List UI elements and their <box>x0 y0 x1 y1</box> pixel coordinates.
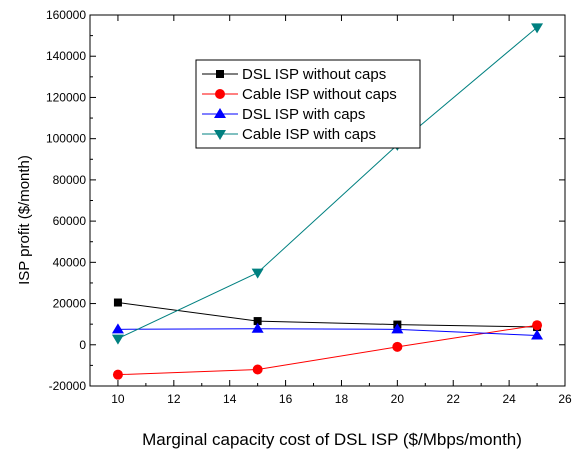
legend-marker <box>214 108 226 118</box>
data-point <box>113 298 122 307</box>
legend-label: DSL ISP without caps <box>242 66 386 83</box>
x-tick-label: 10 <box>111 392 125 406</box>
y-tick-label: -20000 <box>49 379 87 393</box>
data-point <box>111 323 124 334</box>
x-tick-label: 26 <box>558 392 572 406</box>
y-tick-label: 100000 <box>46 132 86 146</box>
x-tick-label: 18 <box>335 392 349 406</box>
series-dsl-isp-with-caps <box>111 322 544 340</box>
series-line <box>117 324 538 376</box>
y-tick-label: 80000 <box>53 173 87 187</box>
series-line <box>117 302 538 328</box>
legend-marker <box>214 130 226 140</box>
y-tick-label: 60000 <box>53 214 87 228</box>
legend-marker <box>215 89 225 99</box>
series-cable-isp-without-caps <box>112 320 543 380</box>
y-tick-label: 160000 <box>46 8 86 22</box>
data-point <box>111 334 124 345</box>
data-point <box>112 369 123 380</box>
x-tick-label: 20 <box>391 392 405 406</box>
data-point <box>253 317 262 326</box>
x-axis-title: Marginal capacity cost of DSL ISP ($/Mbp… <box>142 430 522 449</box>
y-tick-label: 120000 <box>46 90 86 104</box>
y-tick-label: 0 <box>79 338 86 352</box>
legend-label: DSL ISP with caps <box>242 106 365 123</box>
y-axis-title: ISP profit ($/month) <box>16 155 33 285</box>
y-tick-label: 20000 <box>53 297 87 311</box>
data-point <box>251 268 264 279</box>
data-point <box>251 322 264 333</box>
x-tick-label: 16 <box>279 392 293 406</box>
data-point <box>391 323 404 334</box>
series-dsl-isp-without-caps <box>113 298 542 332</box>
legend-box <box>195 59 421 149</box>
legend-label: Cable ISP with caps <box>242 126 376 143</box>
legend-label: Cable ISP without caps <box>242 86 397 103</box>
legend-item: DSL ISP with caps <box>202 106 365 123</box>
data-point <box>531 23 544 34</box>
y-tick-label: 140000 <box>46 49 86 63</box>
y-axis-ticks: -20000 0 20000 40000 60000 80000 100000 120000 1… <box>46 8 565 393</box>
data-point <box>252 364 263 375</box>
x-tick-label: 12 <box>167 392 181 406</box>
legend-marker <box>216 70 224 78</box>
x-tick-label: 14 <box>223 392 237 406</box>
series-line <box>117 328 538 337</box>
y-tick-label: 40000 <box>53 255 87 269</box>
series-lines <box>111 23 544 380</box>
series-line <box>117 26 538 340</box>
legend: DSL ISP without caps Cable ISP without ca… <box>195 59 421 149</box>
legend-item: Cable ISP without caps <box>202 86 397 103</box>
legend-item: DSL ISP without caps <box>202 66 386 83</box>
x-axis-ticks: 10 12 14 16 18 20 22 24 26 <box>89 15 572 406</box>
data-point <box>532 320 543 331</box>
data-point <box>392 341 403 352</box>
x-tick-label: 22 <box>447 392 461 406</box>
data-point <box>531 329 544 340</box>
x-tick-label: 24 <box>502 392 516 406</box>
legend-item: Cable ISP with caps <box>202 126 376 143</box>
